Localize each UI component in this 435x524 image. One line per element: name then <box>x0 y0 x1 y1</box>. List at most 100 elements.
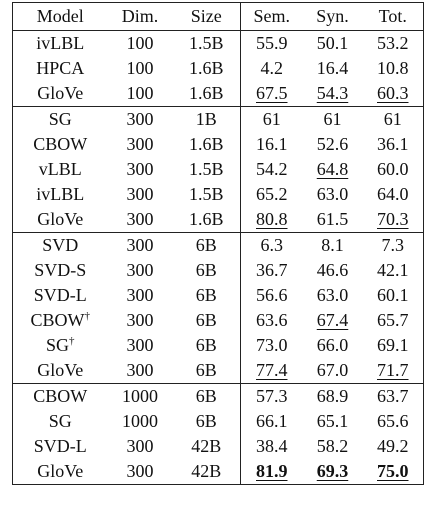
cell-sem: 63.6 <box>240 308 303 333</box>
cell-size: 1.5B <box>188 184 224 204</box>
cell-model: SVD-L <box>13 434 108 459</box>
cell-syn: 58.2 <box>303 434 363 459</box>
cell-syn: 61.5 <box>302 207 363 233</box>
cell-size: 1.5B <box>188 33 224 53</box>
cell-dim: 300 <box>126 159 154 179</box>
cell-size: 6B <box>172 358 241 384</box>
cell-dim: 300 <box>126 109 154 129</box>
cell-sem: 77.4 <box>240 358 303 384</box>
tot-value: 7.3 <box>381 235 405 255</box>
cell-sem: 66.1 <box>240 409 303 434</box>
cell-dim: 300 <box>126 461 154 481</box>
cell-model: GloVe <box>13 459 108 485</box>
cell-sem: 57.3 <box>240 383 303 409</box>
table-row: GloVe 300 1.6B 80.8 61.5 70.3 <box>12 207 424 233</box>
model-name: SG <box>45 335 69 355</box>
cell-dim: 300 <box>126 335 154 355</box>
cell-tot: 60.1 <box>363 283 424 308</box>
cell-model: CBOW <box>13 132 108 157</box>
cell-size: 6B <box>195 310 217 330</box>
cell-dim: 100 <box>126 58 154 78</box>
cell-sem: 61 <box>240 106 303 132</box>
cell-syn: 54.3 <box>302 81 363 107</box>
cell-model: ivLBL <box>13 31 108 57</box>
cell-syn: 50.1 <box>303 31 363 57</box>
cell-model: ivLBL <box>13 182 108 207</box>
cell-tot: 75.0 <box>363 459 424 485</box>
header-model: Model <box>12 2 108 31</box>
header-dim: Dim. <box>107 2 173 31</box>
cell-dim: 300 <box>126 134 154 154</box>
cell-syn: 52.6 <box>303 132 363 157</box>
cell-model: SG <box>13 409 108 434</box>
sem-value: 77.4 <box>256 360 288 380</box>
dagger-mark: † <box>69 335 75 347</box>
table-row: SVD-L 300 6B 56.6 63.0 60.1 <box>13 283 424 308</box>
table-row: ivLBL 300 1.5B 65.2 63.0 64.0 <box>13 182 424 207</box>
cell-tot: 60.3 <box>362 81 424 107</box>
model-name: SVD-L <box>33 285 87 305</box>
tot-value: 42.1 <box>377 260 409 280</box>
header-row: Model Dim. Size Sem. Syn. Tot. <box>12 2 424 31</box>
cell-dim: 300 <box>126 184 154 204</box>
syn-value: 16.4 <box>316 58 349 78</box>
cell-syn: 67.0 <box>302 358 363 384</box>
model-name: GloVe <box>37 461 84 481</box>
cell-tot: 65.6 <box>363 409 424 434</box>
cell-size: 6B <box>195 386 217 406</box>
tot-value: 71.7 <box>377 360 409 380</box>
table-header: Model Dim. Size Sem. Syn. Tot. <box>12 2 424 31</box>
cell-size: 6B <box>195 335 217 355</box>
syn-value: 46.6 <box>316 260 349 280</box>
cell-sem: 56.6 <box>240 283 303 308</box>
syn-value: 63.0 <box>316 285 349 305</box>
model-name: CBOW <box>30 310 85 330</box>
cell-tot: 42.1 <box>363 258 424 283</box>
syn-value: 67.0 <box>316 360 349 380</box>
cell-model: GloVe <box>12 81 108 107</box>
cell-size: 6B <box>195 260 217 280</box>
model-name: HPCA <box>36 58 85 78</box>
model-name: SVD-L <box>33 436 87 456</box>
header-sem: Sem. <box>240 2 303 31</box>
tot-value: 64.0 <box>377 184 409 204</box>
sem-value: 65.2 <box>256 184 288 204</box>
cell-tot: 36.1 <box>363 132 424 157</box>
cell-sem: 73.0 <box>240 333 303 358</box>
tot-value: 63.7 <box>377 386 409 406</box>
cell-tot: 69.1 <box>363 333 424 358</box>
cell-sem: 54.2 <box>240 157 303 182</box>
dagger-mark: † <box>84 310 91 322</box>
cell-model: CBOW <box>13 384 108 410</box>
cell-dim: 1000 <box>122 386 158 406</box>
syn-value: 69.3 <box>316 461 349 481</box>
cell-size: 6B <box>195 235 217 255</box>
tot-value: 61 <box>383 109 402 129</box>
sem-value: 4.2 <box>260 58 284 78</box>
cell-sem: 6.3 <box>240 232 303 258</box>
sem-value: 56.6 <box>256 285 288 305</box>
cell-dim: 300 <box>126 235 154 255</box>
sem-value: 55.9 <box>256 33 288 53</box>
cell-size: 1.6B <box>188 58 224 78</box>
tot-value: 60.3 <box>377 83 409 103</box>
model-name: SG <box>48 109 72 129</box>
cell-model: SVD-S <box>13 258 108 283</box>
cell-model: SVD-L <box>13 283 108 308</box>
tot-value: 70.3 <box>377 209 409 229</box>
syn-value: 54.3 <box>316 83 349 103</box>
cell-model: CBOW† <box>13 308 108 333</box>
cell-dim: 300 <box>126 436 154 456</box>
cell-model: SG <box>13 107 108 133</box>
model-name: vLBL <box>38 159 82 179</box>
model-name: SVD <box>42 235 79 255</box>
model-name: CBOW <box>33 134 88 154</box>
sem-value: 63.6 <box>256 310 288 330</box>
cell-sem: 55.9 <box>240 30 303 56</box>
sem-value: 38.4 <box>256 436 288 456</box>
header-size: Size <box>172 2 241 31</box>
cell-syn: 67.4 <box>303 308 363 333</box>
sem-value: 66.1 <box>256 411 288 431</box>
syn-value: 63.0 <box>316 184 349 204</box>
cell-tot: 49.2 <box>363 434 424 459</box>
